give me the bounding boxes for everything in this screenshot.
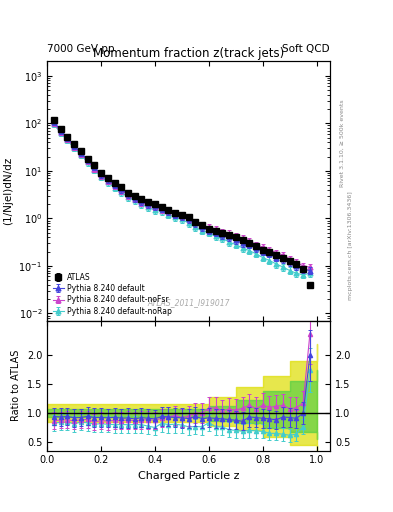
Text: Rivet 3.1.10, ≥ 500k events: Rivet 3.1.10, ≥ 500k events [340,99,345,187]
Title: Momentum fraction z(track jets): Momentum fraction z(track jets) [93,47,284,60]
Y-axis label: Ratio to ATLAS: Ratio to ATLAS [11,350,21,421]
Text: mcplots.cern.ch [arXiv:1306.3436]: mcplots.cern.ch [arXiv:1306.3436] [348,191,353,300]
Text: 7000 GeV pp: 7000 GeV pp [47,44,115,54]
Text: ATLAS_2011_I919017: ATLAS_2011_I919017 [147,298,230,307]
X-axis label: Charged Particle z: Charged Particle z [138,471,239,481]
Legend: ATLAS, Pythia 8.240 default, Pythia 8.240 default-noFsr, Pythia 8.240 default-no: ATLAS, Pythia 8.240 default, Pythia 8.24… [51,271,173,317]
Y-axis label: (1/Njel)dN/dz: (1/Njel)dN/dz [3,157,13,225]
Text: Soft QCD: Soft QCD [283,44,330,54]
